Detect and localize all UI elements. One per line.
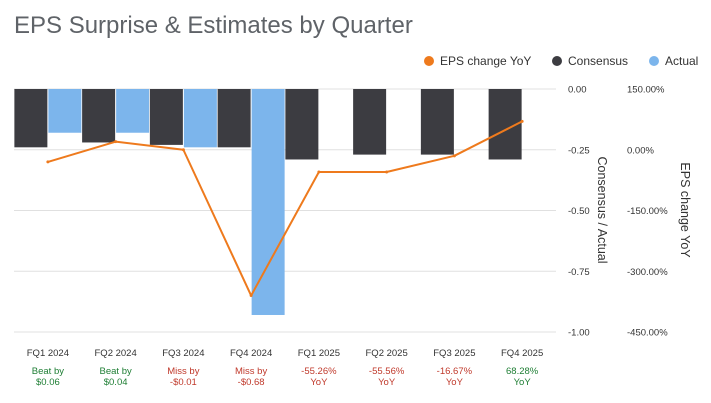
eps-change-point (385, 170, 389, 174)
category-label: FQ3 2024 (162, 348, 204, 359)
consensus-bar (285, 89, 319, 160)
consensus-bar (217, 89, 251, 148)
right-axis-title: EPS change YoY (678, 162, 692, 258)
legend-label: Actual (665, 54, 698, 68)
legend-marker (552, 56, 562, 66)
consensus-bar (82, 89, 116, 143)
legend-label: EPS change YoY (440, 54, 531, 68)
chart-title: EPS Surprise & Estimates by Quarter (14, 12, 413, 39)
left-axis-tick-label: -1.00 (568, 328, 590, 339)
actual-bar (48, 89, 82, 133)
legend-marker (649, 56, 659, 66)
left-axis-tick-label: -0.75 (568, 267, 590, 278)
legend-label: Consensus (568, 54, 628, 68)
eps-change-point (114, 140, 118, 144)
surprise-note-line2: YoY (446, 377, 464, 388)
surprise-note-line2: YoY (514, 377, 532, 388)
legend-marker (424, 56, 434, 66)
consensus-bar (420, 89, 454, 155)
consensus-bar (14, 89, 48, 148)
category-label: FQ4 2025 (501, 348, 543, 359)
surprise-note-line1: -55.26% (301, 366, 337, 377)
surprise-note-line1: Beat by (32, 366, 64, 377)
surprise-note-line1: Miss by (235, 366, 267, 377)
eps-change-line (47, 120, 523, 297)
left-axis-tick-label: -0.25 (568, 145, 590, 156)
eps-change-point (317, 170, 321, 174)
consensus-bar (353, 89, 387, 155)
left-axis-tick-label: 0.00 (568, 85, 587, 96)
consensus-bar (149, 89, 183, 145)
surprise-note-line1: -16.67% (437, 366, 473, 377)
surprise-note-line1: Beat by (100, 366, 132, 377)
surprise-note-line1: -55.56% (369, 366, 405, 377)
right-axis-tick-label: -450.00% (627, 328, 668, 339)
surprise-note-line2: -$0.01 (170, 377, 197, 388)
left-axis-tick-label: -0.50 (568, 206, 590, 217)
surprise-note-line2: YoY (310, 377, 328, 388)
surprise-note-line2: YoY (378, 377, 396, 388)
right-axis-tick-label: 0.00% (627, 145, 654, 156)
surprise-note-line2: $0.04 (104, 377, 128, 388)
left-axis-title: Consensus / Actual (595, 156, 609, 263)
category-label: FQ4 2024 (230, 348, 272, 359)
actual-bar (251, 89, 285, 315)
actual-bar (116, 89, 150, 133)
eps-change-point (46, 160, 50, 164)
actual-bar (183, 89, 217, 148)
category-label: FQ1 2025 (298, 348, 340, 359)
right-axis-tick-label: 150.00% (627, 85, 665, 96)
surprise-note-line2: -$0.68 (238, 377, 265, 388)
category-label: FQ2 2025 (366, 348, 408, 359)
category-label: FQ2 2024 (95, 348, 137, 359)
surprise-note-line1: 68.28% (506, 366, 539, 377)
right-axis-tick-label: -150.00% (627, 206, 668, 217)
eps-change-point (249, 294, 253, 298)
eps-change-point (520, 119, 524, 123)
right-axis-tick-label: -300.00% (627, 267, 668, 278)
category-label: FQ1 2024 (27, 348, 69, 359)
surprise-note-line2: $0.06 (36, 377, 60, 388)
eps-change-point (181, 148, 185, 152)
eps-change-point (452, 154, 456, 158)
category-label: FQ3 2025 (433, 348, 475, 359)
surprise-note-line1: Miss by (167, 366, 199, 377)
